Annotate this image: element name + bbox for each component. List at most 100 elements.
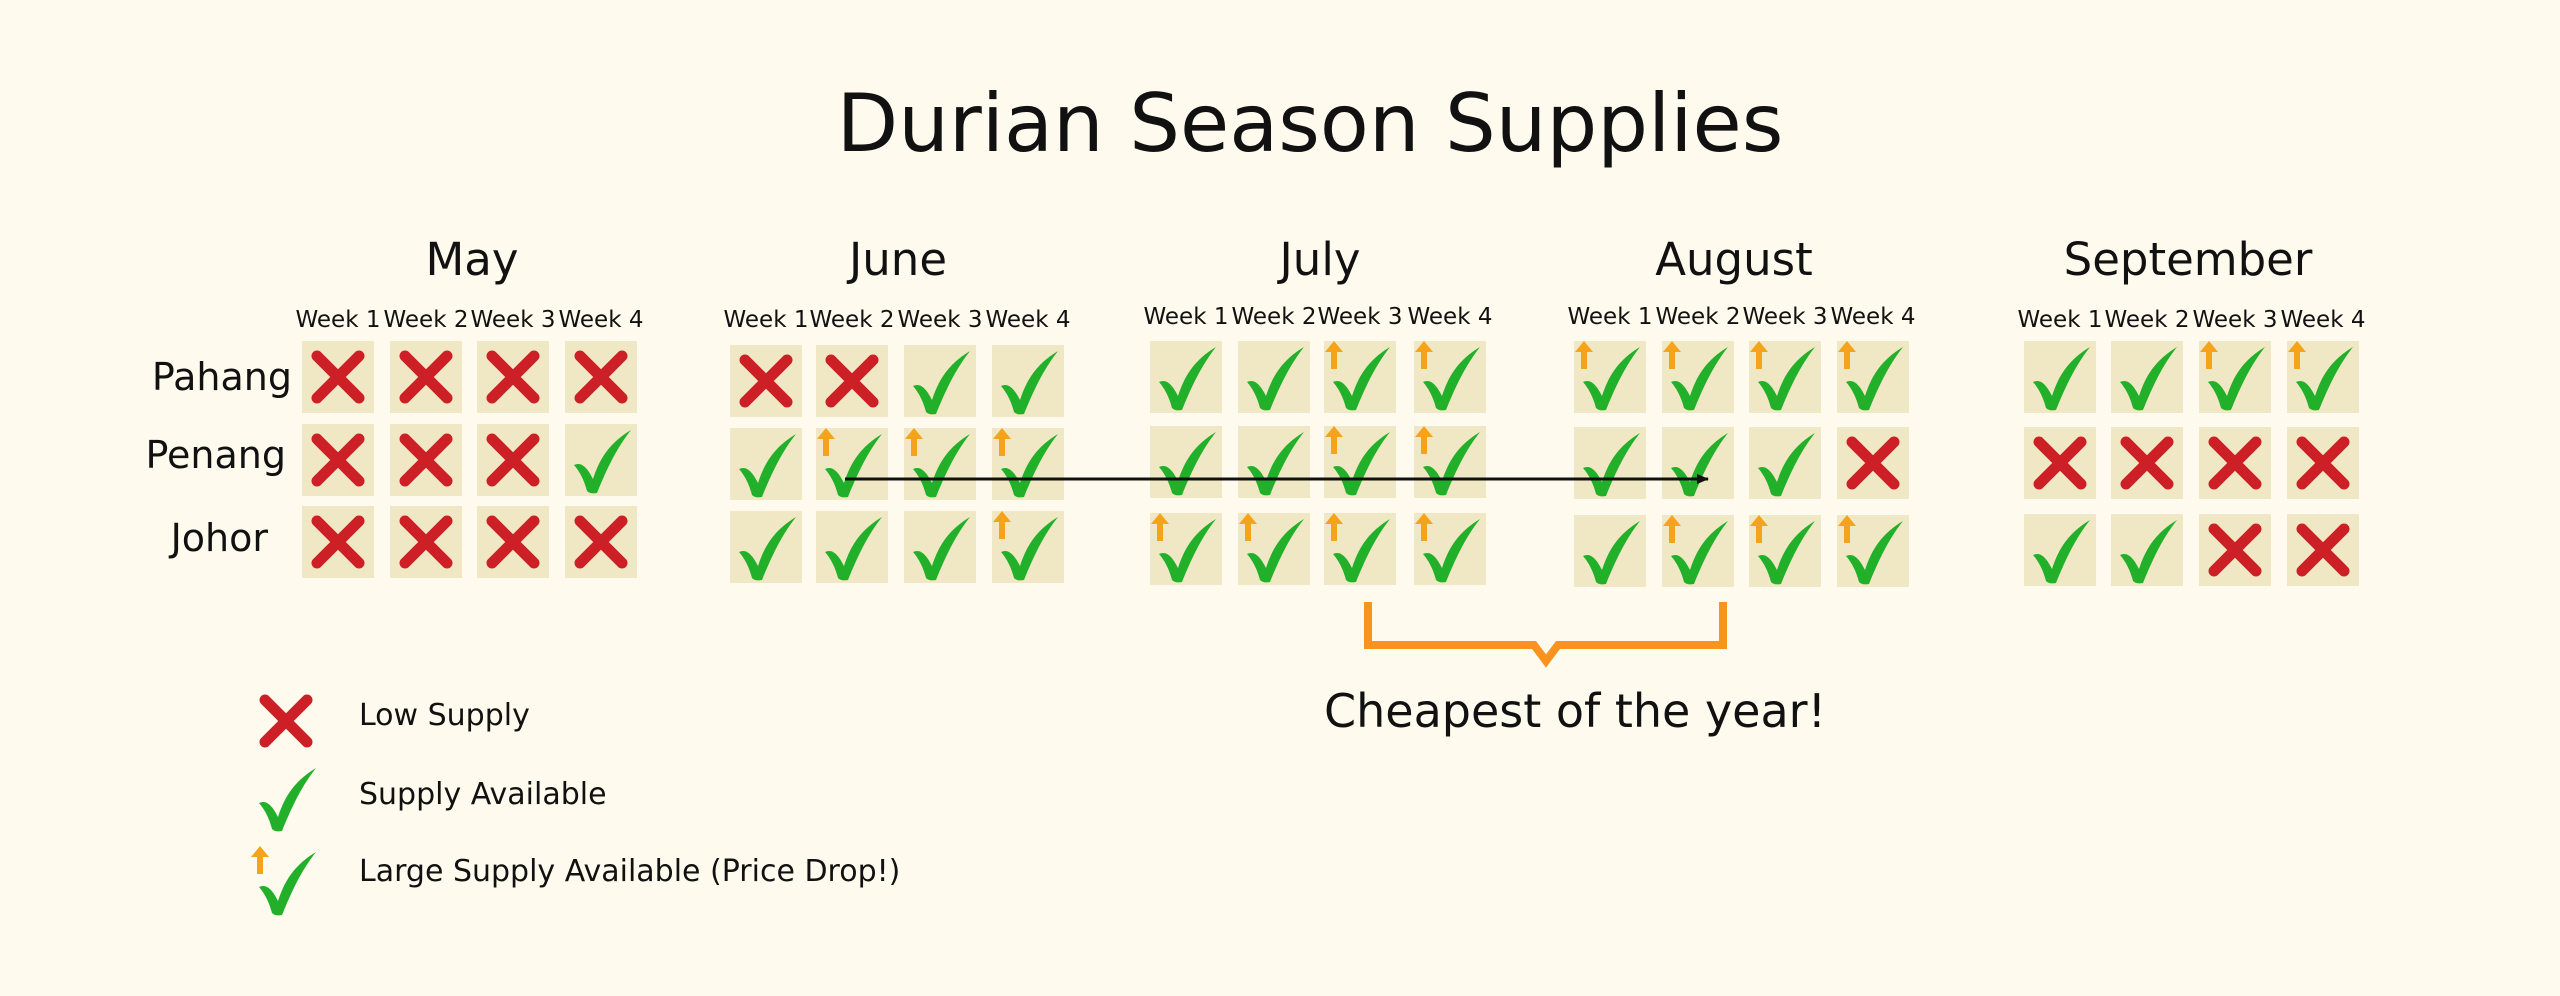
cell-may-johor-week-3 (477, 506, 549, 578)
check-icon (1247, 347, 1304, 411)
cross-icon (825, 354, 879, 408)
month-title-june: June (849, 233, 947, 286)
check-icon (574, 430, 631, 494)
week-label-july-1: Week 1 (1143, 304, 1229, 330)
week-label-july-3: Week 3 (1317, 304, 1403, 330)
cell-july-pahang-week-3 (1324, 341, 1396, 413)
week-label-september-3: Week 3 (2192, 307, 2278, 333)
check-with-up-arrow-icon (1415, 341, 1480, 411)
check-with-up-arrow-icon (1750, 341, 1815, 411)
cell-july-johor-week-4 (1414, 513, 1486, 585)
region-label-penang: Penang (145, 433, 286, 477)
cell-august-johor-week-2 (1662, 515, 1734, 587)
cell-may-johor-week-2 (390, 506, 462, 578)
check-with-up-arrow-icon (2288, 341, 2353, 411)
cross-icon (399, 515, 453, 569)
week-label-june-3: Week 3 (897, 307, 983, 333)
check-icon (739, 434, 796, 498)
cross-icon (486, 433, 540, 487)
cross-icon (1846, 436, 1900, 490)
check-icon (1159, 347, 1216, 411)
cross-icon (574, 350, 628, 404)
region-label-johor: Johor (170, 516, 268, 560)
cell-june-penang-week-3 (904, 428, 976, 500)
cell-july-pahang-week-2 (1238, 341, 1310, 413)
cross-icon (739, 354, 793, 408)
check-icon (2120, 520, 2177, 584)
cell-september-pahang-week-2 (2111, 341, 2183, 413)
month-title-september: September (2063, 233, 2313, 286)
cell-august-johor-week-3 (1749, 515, 1821, 587)
cell-june-pahang-week-3 (904, 345, 976, 417)
check-with-up-arrow-icon (2200, 341, 2265, 411)
check-with-up-arrow-icon (1415, 513, 1480, 583)
month-title-may: May (425, 233, 519, 286)
cell-may-pahang-week-4 (565, 341, 637, 413)
cross-icon (399, 350, 453, 404)
cell-may-penang-week-1 (302, 424, 374, 496)
cell-may-johor-week-4 (565, 506, 637, 578)
cell-may-pahang-week-3 (477, 341, 549, 413)
cross-icon (486, 350, 540, 404)
legend-supply-available-label: Supply Available (359, 777, 607, 812)
chart-title: Durian Season Supplies (836, 77, 1784, 170)
cell-august-pahang-week-3 (1749, 341, 1821, 413)
cross-icon (399, 433, 453, 487)
legend-low-supply-label: Low Supply (359, 698, 530, 733)
week-label-may-1: Week 1 (295, 307, 381, 333)
week-label-may-3: Week 3 (470, 307, 556, 333)
cell-july-johor-week-1 (1150, 513, 1222, 585)
cell-august-pahang-week-2 (1662, 341, 1734, 413)
check-with-up-arrow-icon (993, 511, 1058, 581)
cell-may-johor-week-1 (302, 506, 374, 578)
week-label-may-2: Week 2 (383, 307, 469, 333)
cross-icon (2208, 436, 2262, 490)
week-label-july-2: Week 2 (1231, 304, 1317, 330)
cell-august-johor-week-4 (1837, 515, 1909, 587)
cross-icon (2296, 436, 2350, 490)
check-with-up-arrow-icon (905, 428, 970, 498)
cell-june-pahang-week-1 (730, 345, 802, 417)
cell-september-penang-week-4 (2287, 427, 2359, 499)
cell-september-penang-week-2 (2111, 427, 2183, 499)
check-icon (2033, 520, 2090, 584)
cell-august-pahang-week-4 (1837, 341, 1909, 413)
cell-may-pahang-week-1 (302, 341, 374, 413)
cell-september-johor-week-2 (2111, 514, 2183, 586)
check-icon (913, 351, 970, 415)
cell-june-penang-week-1 (730, 428, 802, 500)
check-with-up-arrow-icon (1838, 341, 1903, 411)
cross-icon (2208, 523, 2262, 577)
month-title-july: July (1279, 233, 1361, 286)
cell-may-penang-week-3 (477, 424, 549, 496)
check-icon (1671, 433, 1728, 497)
check-icon (2120, 347, 2177, 411)
cell-july-pahang-week-1 (1150, 341, 1222, 413)
week-label-august-4: Week 4 (1830, 304, 1916, 330)
cross-icon (2033, 436, 2087, 490)
callout-text: Cheapest of the year! (1324, 684, 1827, 738)
check-with-up-arrow-icon (1575, 341, 1640, 411)
cell-july-penang-week-1 (1150, 426, 1222, 498)
cell-july-pahang-week-4 (1414, 341, 1486, 413)
week-label-august-3: Week 3 (1742, 304, 1828, 330)
cell-september-johor-week-1 (2024, 514, 2096, 586)
region-label-pahang: Pahang (151, 355, 292, 399)
check-icon (825, 517, 882, 581)
cell-may-penang-week-4 (565, 424, 637, 496)
cell-september-penang-week-3 (2199, 427, 2271, 499)
week-label-september-4: Week 4 (2280, 307, 2366, 333)
cell-september-pahang-week-3 (2199, 341, 2271, 413)
cross-icon (311, 433, 365, 487)
cell-august-penang-week-3 (1749, 427, 1821, 499)
check-with-up-arrow-icon (817, 428, 882, 498)
legend-large-supply-label: Large Supply Available (Price Drop!) (359, 854, 901, 889)
cell-june-pahang-week-4 (992, 345, 1064, 417)
cell-may-penang-week-2 (390, 424, 462, 496)
cell-july-johor-week-3 (1324, 513, 1396, 585)
check-with-up-arrow-icon (1750, 515, 1815, 585)
week-label-september-1: Week 1 (2017, 307, 2103, 333)
week-label-august-2: Week 2 (1655, 304, 1741, 330)
week-label-june-4: Week 4 (985, 307, 1071, 333)
